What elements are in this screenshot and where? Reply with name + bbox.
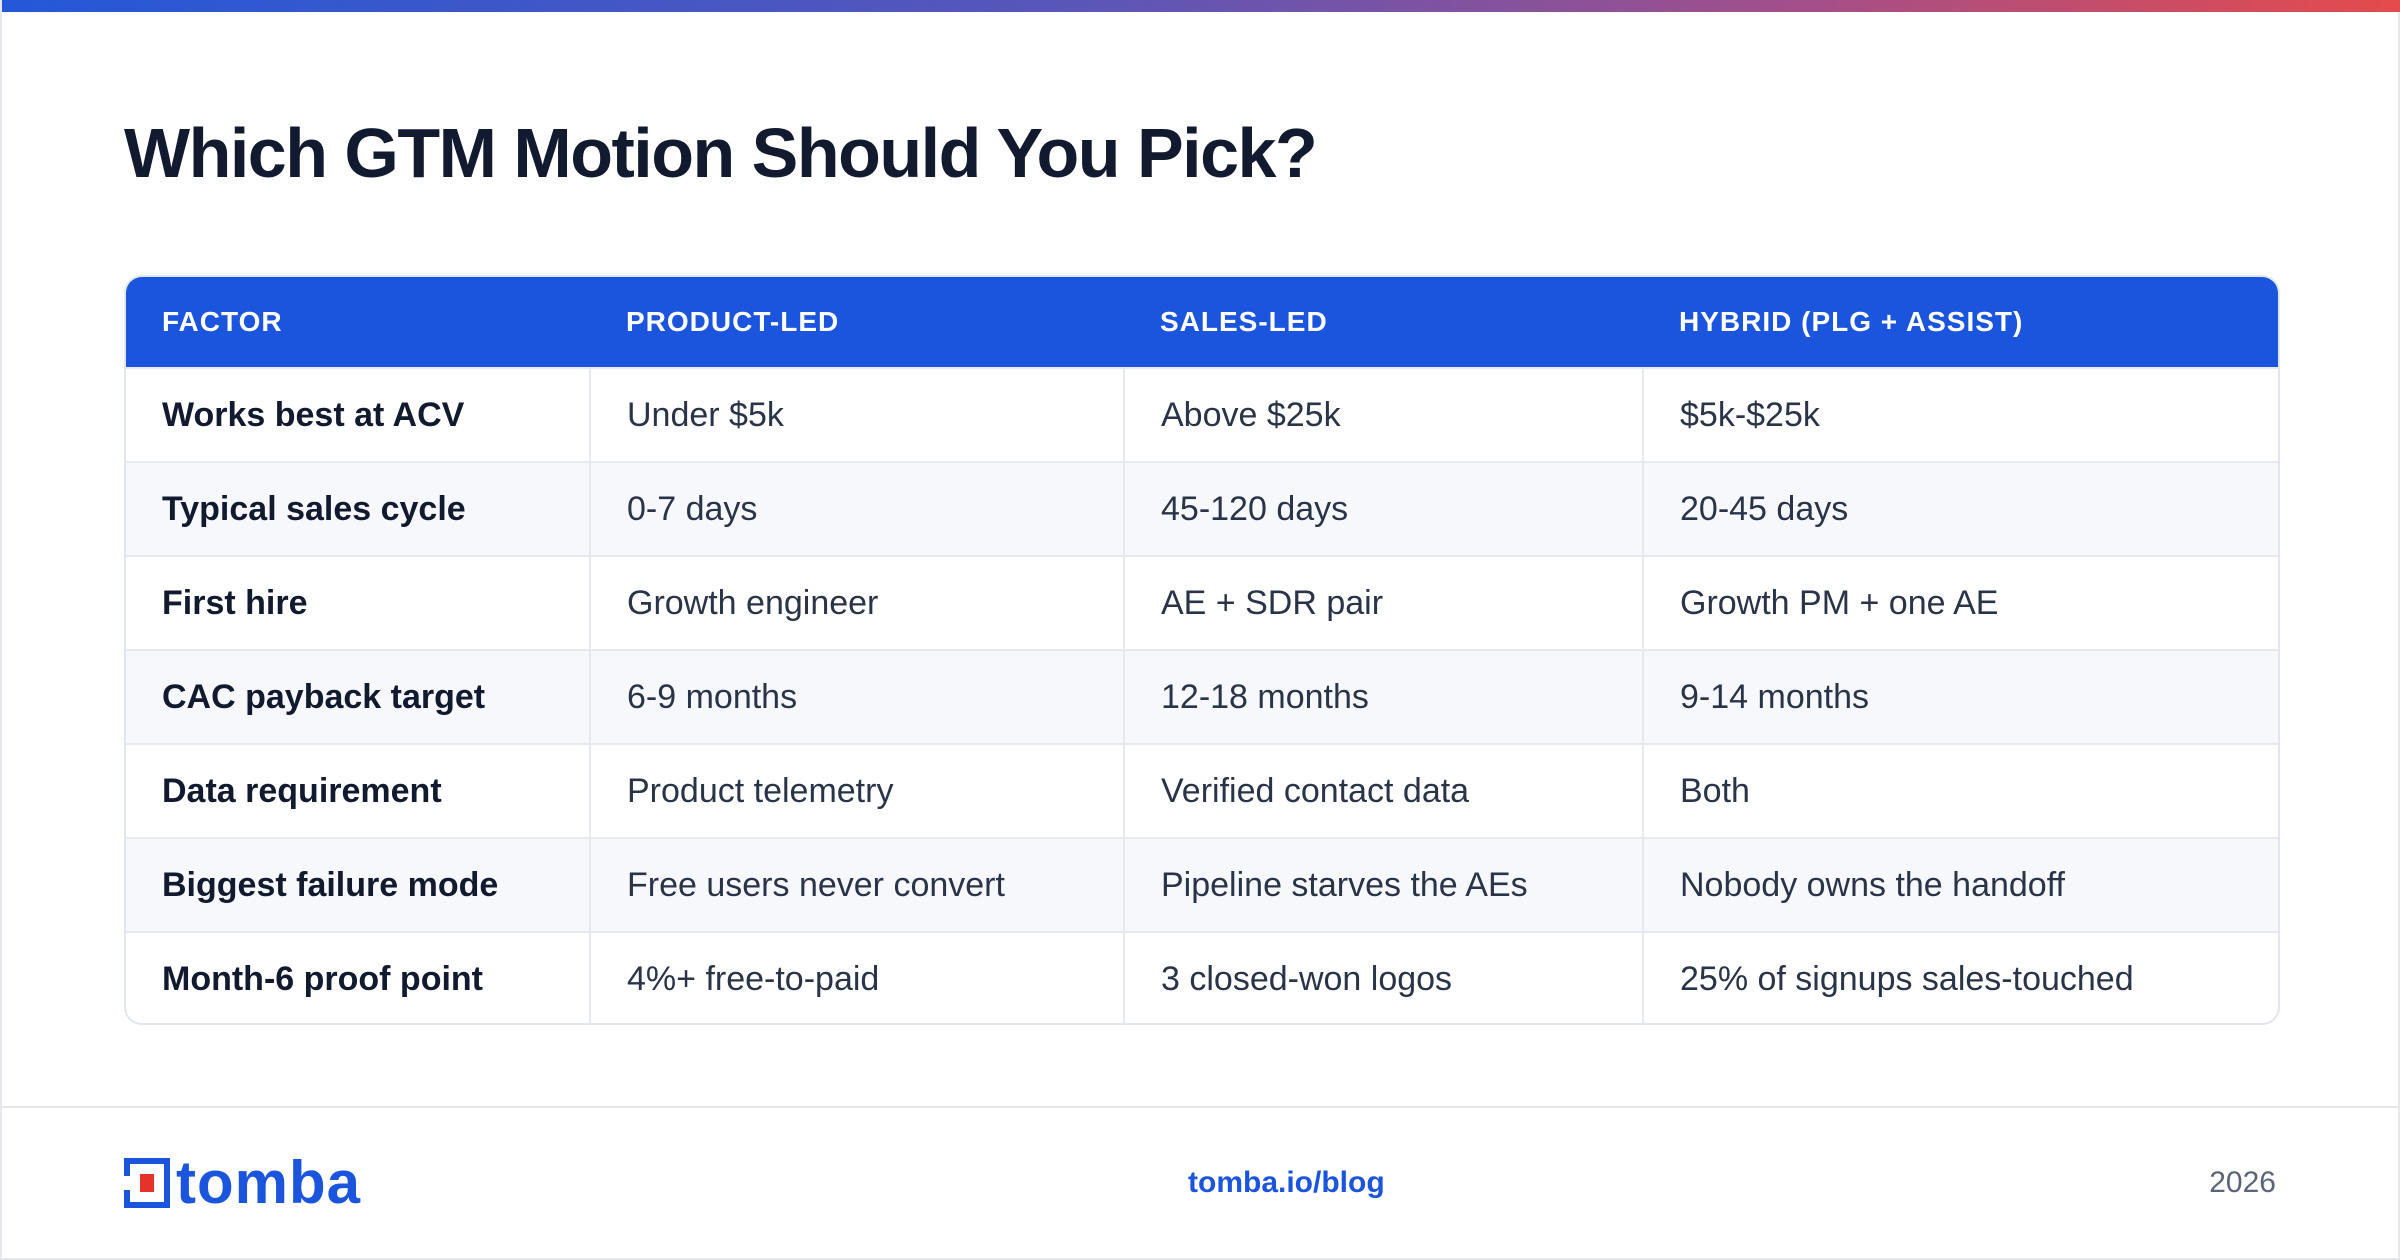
cell-product-led: Free users never convert <box>589 837 1124 932</box>
table-row: Month-6 proof point 4%+ free-to-paid 3 c… <box>126 931 2278 1023</box>
row-factor: Biggest failure mode <box>126 837 590 932</box>
cell-product-led: Under $5k <box>589 367 1124 462</box>
table-row: Data requirement Product telemetry Verif… <box>126 743 2278 838</box>
table-row: Typical sales cycle 0-7 days 45-120 days… <box>126 461 2278 556</box>
cell-hybrid: Nobody owns the handoff <box>1642 837 2278 932</box>
table-row: Biggest failure mode Free users never co… <box>126 837 2278 932</box>
cell-hybrid: Growth PM + one AE <box>1642 555 2278 650</box>
table-header: FACTOR PRODUCT-LED SALES-LED HYBRID (PLG… <box>126 277 2278 368</box>
cell-hybrid: $5k-$25k <box>1642 367 2278 462</box>
cell-hybrid: Both <box>1642 743 2278 838</box>
cell-sales-led: 45-120 days <box>1123 461 1643 556</box>
footer-divider <box>2 1106 2400 1108</box>
row-factor: Typical sales cycle <box>126 461 590 556</box>
row-factor: CAC payback target <box>126 649 590 744</box>
cell-sales-led: AE + SDR pair <box>1123 555 1643 650</box>
cell-product-led: Growth engineer <box>589 555 1124 650</box>
row-factor: First hire <box>126 555 590 650</box>
page-title: Which GTM Motion Should You Pick? <box>124 114 1318 192</box>
cell-hybrid: 9-14 months <box>1642 649 2278 744</box>
blog-link[interactable]: tomba.io/blog <box>1188 1166 1385 1199</box>
cell-hybrid: 20-45 days <box>1642 461 2278 556</box>
top-gradient-bar <box>2 0 2400 12</box>
cell-sales-led: Verified contact data <box>1123 743 1643 838</box>
footer-year: 2026 <box>2209 1166 2276 1199</box>
comparison-table: FACTOR PRODUCT-LED SALES-LED HYBRID (PLG… <box>124 275 2280 1025</box>
table-row: First hire Growth engineer AE + SDR pair… <box>126 555 2278 650</box>
cell-product-led: 0-7 days <box>589 461 1124 556</box>
header-product-led: PRODUCT-LED <box>626 306 840 337</box>
tomba-logo-icon <box>124 1158 170 1208</box>
gtm-table: FACTOR PRODUCT-LED SALES-LED HYBRID (PLG… <box>126 277 2278 1023</box>
table-row: Works best at ACV Under $5k Above $25k $… <box>126 367 2278 462</box>
table-body: Works best at ACV Under $5k Above $25k $… <box>126 367 2278 1023</box>
row-factor: Month-6 proof point <box>126 931 590 1023</box>
header-hybrid: HYBRID (PLG + ASSIST) <box>1679 306 2024 337</box>
cell-sales-led: 3 closed-won logos <box>1123 931 1643 1023</box>
cell-sales-led: Pipeline starves the AEs <box>1123 837 1643 932</box>
header-factor: FACTOR <box>162 306 283 337</box>
tomba-logo[interactable]: tomba <box>124 1149 361 1216</box>
cell-product-led: Product telemetry <box>589 743 1124 838</box>
logo-wordmark: tomba <box>176 1149 361 1216</box>
cell-product-led: 4%+ free-to-paid <box>589 931 1124 1023</box>
header-row: FACTOR PRODUCT-LED SALES-LED HYBRID (PLG… <box>126 277 2278 368</box>
cell-sales-led: Above $25k <box>1123 367 1643 462</box>
cell-product-led: 6-9 months <box>589 649 1124 744</box>
row-factor: Works best at ACV <box>126 367 590 462</box>
header-sales-led: SALES-LED <box>1160 306 1328 337</box>
table-row: CAC payback target 6-9 months 12-18 mont… <box>126 649 2278 744</box>
cell-sales-led: 12-18 months <box>1123 649 1643 744</box>
row-factor: Data requirement <box>126 743 590 838</box>
cell-hybrid: 25% of signups sales-touched <box>1642 931 2278 1023</box>
